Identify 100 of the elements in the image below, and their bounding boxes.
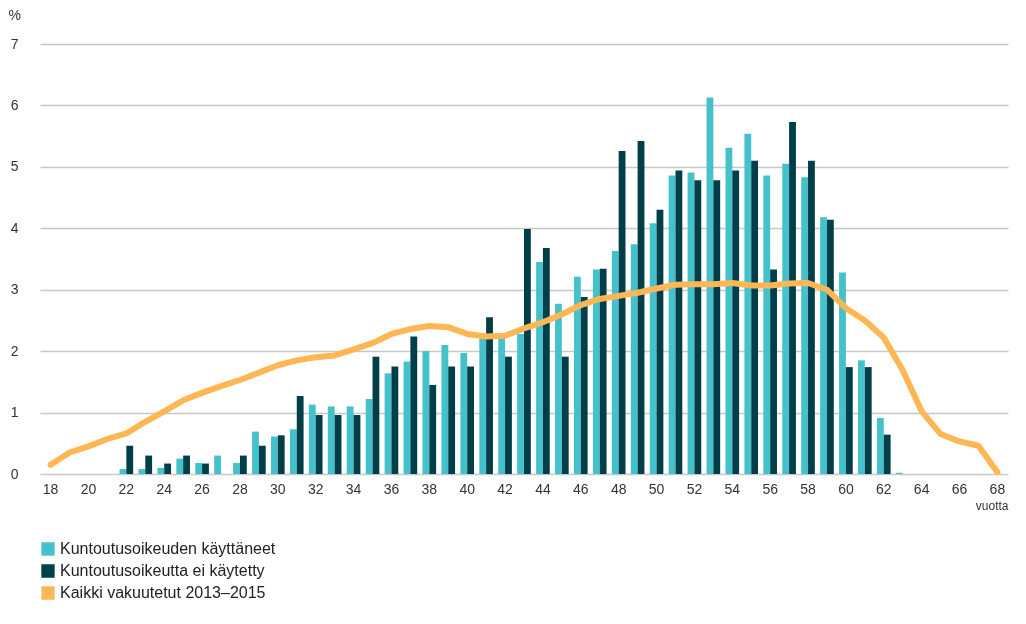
bar (573, 276, 581, 474)
y-axis-title: % (8, 6, 21, 23)
bar (195, 462, 203, 474)
bar (763, 175, 771, 474)
y-tick-label: 6 (10, 96, 19, 113)
bar (164, 463, 172, 474)
bar (289, 429, 297, 474)
bar (751, 160, 759, 474)
bar (782, 163, 790, 474)
x-axis-title: vuotta (975, 498, 1009, 513)
bar (599, 268, 607, 474)
x-tick-label: 20 (80, 480, 97, 497)
bar (467, 366, 475, 474)
bar (555, 303, 562, 474)
x-tick-label: 56 (762, 480, 779, 497)
bar (448, 366, 456, 474)
bar (183, 455, 190, 474)
bar (258, 445, 266, 474)
bar (808, 160, 815, 474)
bar (460, 352, 468, 474)
y-tick-label: 7 (10, 35, 19, 52)
bar (675, 170, 683, 474)
bar (486, 317, 493, 474)
bar (176, 458, 184, 474)
bar (126, 445, 134, 474)
bar (876, 418, 884, 474)
bar (839, 272, 846, 474)
legend-label: Kaikki vakuutetut 2013–2015 (60, 584, 266, 601)
bar (441, 345, 449, 474)
bar (517, 333, 524, 474)
bar (694, 180, 702, 474)
bar (858, 360, 865, 474)
y-tick-label: 0 (10, 465, 19, 482)
x-tick-label: 42 (497, 480, 514, 497)
bar (277, 435, 285, 474)
bar (365, 399, 373, 474)
x-tick-label: 36 (383, 480, 400, 497)
bar (410, 336, 418, 474)
x-tick-label: 30 (270, 480, 286, 497)
bar (592, 269, 600, 474)
bar (145, 455, 153, 474)
bar (649, 223, 657, 474)
x-tick-label: 34 (345, 480, 362, 497)
bar (744, 133, 752, 474)
bar (479, 338, 487, 474)
bar (524, 228, 531, 474)
x-tick-label: 62 (875, 480, 892, 497)
y-tick-label: 3 (10, 281, 19, 298)
bar (157, 467, 165, 474)
x-tick-label: 44 (535, 480, 551, 497)
bar (725, 147, 733, 474)
x-tick-label: 24 (156, 480, 173, 497)
bar (202, 463, 209, 474)
x-tick-label: 22 (118, 480, 135, 497)
bar (271, 436, 278, 474)
x-tick-label: 66 (951, 480, 968, 497)
x-tick-label: 38 (421, 480, 438, 497)
bar (789, 122, 796, 474)
x-tick-label: 52 (686, 480, 703, 497)
bar (315, 415, 323, 474)
bar (580, 297, 588, 474)
bar (826, 219, 834, 474)
bar (327, 406, 335, 474)
x-tick-label: 48 (610, 480, 627, 497)
bar (542, 247, 550, 474)
bar (864, 367, 872, 474)
bar (630, 244, 638, 474)
bar (713, 180, 721, 474)
x-tick-label: 46 (573, 480, 589, 497)
x-tick-label: 50 (648, 480, 665, 497)
x-tick-label: 32 (307, 480, 324, 497)
bar (505, 356, 512, 474)
x-tick-label: 60 (838, 480, 854, 497)
y-tick-label: 4 (10, 219, 19, 236)
x-tick-label: 28 (232, 480, 248, 497)
bar (138, 469, 146, 474)
bar (845, 367, 853, 474)
bar (296, 395, 304, 474)
bar (429, 384, 437, 474)
bar (561, 356, 569, 474)
bar (346, 406, 354, 474)
x-tick-label: 26 (194, 480, 211, 497)
legend-label: Kuntoutusoikeutta ei käytetty (60, 562, 265, 579)
bar (308, 404, 316, 474)
bar (252, 431, 259, 474)
x-tick-label: 18 (42, 480, 59, 497)
x-tick-label: 68 (989, 480, 1006, 497)
bar (801, 177, 809, 474)
y-tick-label: 1 (10, 404, 19, 421)
bar (536, 262, 543, 474)
x-tick-label: 40 (459, 480, 476, 497)
bar (820, 217, 827, 474)
bar (498, 338, 506, 474)
x-tick-label: 54 (724, 480, 741, 497)
bar (770, 269, 777, 474)
bar (233, 462, 240, 474)
bar (239, 455, 247, 474)
y-tick-label: 5 (10, 158, 19, 175)
x-tick-label: 64 (913, 480, 930, 497)
bar (611, 251, 619, 474)
